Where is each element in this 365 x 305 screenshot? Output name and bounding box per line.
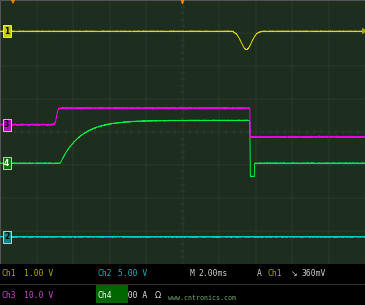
Text: 360mV: 360mV <box>302 269 326 278</box>
Text: 2.00 A: 2.00 A <box>118 291 147 300</box>
Text: A: A <box>257 269 262 278</box>
Text: Ω: Ω <box>155 291 161 300</box>
Text: 1.00 V: 1.00 V <box>24 269 53 278</box>
Text: Ch2: Ch2 <box>98 269 113 278</box>
Text: www.cntronics.com: www.cntronics.com <box>168 295 236 301</box>
Text: Ch4: Ch4 <box>98 291 113 300</box>
Text: 5.00 V: 5.00 V <box>118 269 147 278</box>
Bar <box>96 285 128 303</box>
Text: Ch1: Ch1 <box>268 269 283 278</box>
Text: 10.0 V: 10.0 V <box>24 291 53 300</box>
Text: ↘: ↘ <box>291 269 298 278</box>
Text: Ch3: Ch3 <box>2 291 17 300</box>
Text: Ch1: Ch1 <box>2 269 17 278</box>
Text: 3: 3 <box>4 120 9 129</box>
Text: M: M <box>190 269 195 278</box>
Text: 1: 1 <box>4 27 9 36</box>
Text: 4: 4 <box>4 159 9 168</box>
Text: 2.00ms: 2.00ms <box>198 269 227 278</box>
Text: 2: 2 <box>4 232 9 241</box>
